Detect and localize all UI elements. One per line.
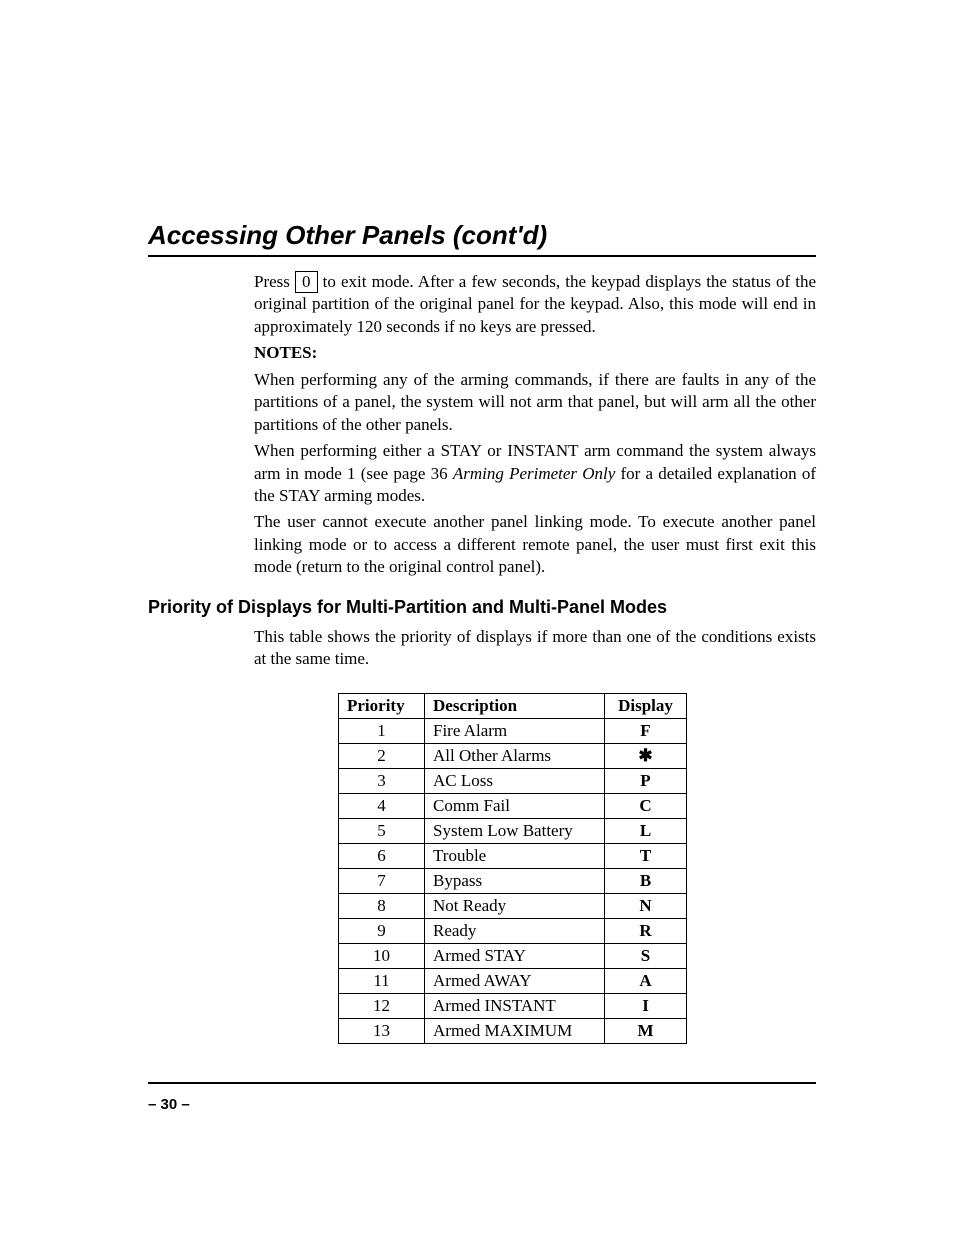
note-2: When performing either a STAY or INSTANT…	[254, 440, 816, 507]
exit-mode-paragraph: Press 0 to exit mode. After a few second…	[254, 271, 816, 338]
cell-priority: 8	[339, 893, 425, 918]
cell-priority: 6	[339, 843, 425, 868]
cell-display: I	[605, 993, 687, 1018]
table-row: 12Armed INSTANTI	[339, 993, 687, 1018]
notes-label: NOTES:	[254, 342, 816, 364]
cell-display: N	[605, 893, 687, 918]
cell-display: S	[605, 943, 687, 968]
keycap-zero: 0	[295, 271, 318, 293]
table-row: 6TroubleT	[339, 843, 687, 868]
section-intro: This table shows the priority of display…	[254, 626, 816, 671]
title-rule	[148, 255, 816, 257]
table-row: 10Armed STAYS	[339, 943, 687, 968]
cell-description: Armed INSTANT	[425, 993, 605, 1018]
cell-priority: 12	[339, 993, 425, 1018]
table-row: 8Not ReadyN	[339, 893, 687, 918]
table-row: 3AC LossP	[339, 768, 687, 793]
cell-priority: 2	[339, 743, 425, 768]
cell-description: Comm Fail	[425, 793, 605, 818]
cell-description: Ready	[425, 918, 605, 943]
section-intro-text: This table shows the priority of display…	[254, 626, 816, 671]
press-word: Press	[254, 272, 290, 291]
cell-description: Fire Alarm	[425, 718, 605, 743]
cell-description: Trouble	[425, 843, 605, 868]
note-1: When performing any of the arming comman…	[254, 369, 816, 436]
col-header-display: Display	[605, 693, 687, 718]
table-row: 7BypassB	[339, 868, 687, 893]
cell-display: M	[605, 1018, 687, 1043]
table-header-row: Priority Description Display	[339, 693, 687, 718]
cell-display: R	[605, 918, 687, 943]
table-row: 4Comm FailC	[339, 793, 687, 818]
cell-display: L	[605, 818, 687, 843]
arming-perimeter-ref: Arming Perimeter Only	[453, 464, 615, 483]
cell-description: Bypass	[425, 868, 605, 893]
section-heading: Priority of Displays for Multi-Partition…	[148, 597, 816, 618]
body-text: Press 0 to exit mode. After a few second…	[254, 271, 816, 579]
cell-priority: 11	[339, 968, 425, 993]
table-row: 13Armed MAXIMUMM	[339, 1018, 687, 1043]
cell-description: AC Loss	[425, 768, 605, 793]
cell-priority: 7	[339, 868, 425, 893]
cell-description: Armed AWAY	[425, 968, 605, 993]
cell-priority: 13	[339, 1018, 425, 1043]
cell-priority: 4	[339, 793, 425, 818]
after-key-text: to exit mode. After a few seconds, the k…	[254, 272, 816, 336]
cell-description: Armed STAY	[425, 943, 605, 968]
table-row: 2All Other Alarms✱	[339, 743, 687, 768]
cell-display: A	[605, 968, 687, 993]
cell-description: All Other Alarms	[425, 743, 605, 768]
cell-priority: 1	[339, 718, 425, 743]
table-row: 9ReadyR	[339, 918, 687, 943]
page-title: Accessing Other Panels (cont'd)	[148, 220, 816, 251]
cell-priority: 9	[339, 918, 425, 943]
table-row: 11Armed AWAYA	[339, 968, 687, 993]
cell-display: P	[605, 768, 687, 793]
cell-display: ✱	[605, 743, 687, 768]
note-3: The user cannot execute another panel li…	[254, 511, 816, 578]
page-number: – 30 –	[148, 1096, 816, 1113]
table-row: 1Fire AlarmF	[339, 718, 687, 743]
priority-table: Priority Description Display 1Fire Alarm…	[338, 693, 687, 1044]
cell-description: Armed MAXIMUM	[425, 1018, 605, 1043]
cell-description: Not Ready	[425, 893, 605, 918]
table-row: 5System Low BatteryL	[339, 818, 687, 843]
cell-display: C	[605, 793, 687, 818]
cell-description: System Low Battery	[425, 818, 605, 843]
priority-table-wrap: Priority Description Display 1Fire Alarm…	[338, 693, 816, 1044]
cell-priority: 10	[339, 943, 425, 968]
priority-table-body: 1Fire AlarmF2All Other Alarms✱3AC LossP4…	[339, 718, 687, 1043]
page: Accessing Other Panels (cont'd) Press 0 …	[0, 0, 954, 1235]
cell-priority: 5	[339, 818, 425, 843]
cell-priority: 3	[339, 768, 425, 793]
cell-display: B	[605, 868, 687, 893]
cell-display: T	[605, 843, 687, 868]
col-header-description: Description	[425, 693, 605, 718]
cell-display: F	[605, 718, 687, 743]
footer-rule	[148, 1082, 816, 1084]
col-header-priority: Priority	[339, 693, 425, 718]
